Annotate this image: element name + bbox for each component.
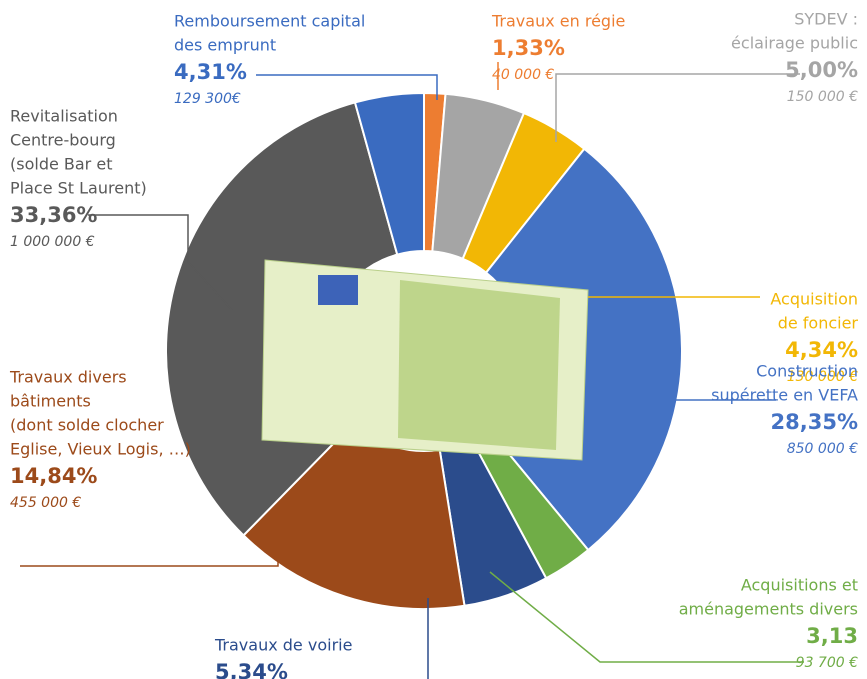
- category-label: supérette en VEFA: [711, 386, 858, 405]
- category-label: de foncier: [778, 314, 859, 333]
- value-label: 1,33%: [492, 36, 565, 60]
- banknote-art: [398, 280, 560, 450]
- category-label: Construction: [756, 362, 858, 381]
- category-label: Remboursement capital: [174, 12, 365, 31]
- value-label: 4,31%: [174, 60, 247, 84]
- amount-label: 455 000 €: [10, 495, 81, 511]
- category-label: Eglise, Vieux Logis, …): [10, 440, 191, 459]
- leader-line: [556, 74, 800, 142]
- category-label: Revitalisation: [10, 107, 118, 126]
- value-label: 5,00%: [785, 58, 858, 82]
- category-label: (solde Bar et: [10, 155, 112, 174]
- category-label: bâtiments: [10, 392, 91, 411]
- chart: Travaux en régie 1,33% 40 000 € SYDEV : écla…: [0, 0, 867, 679]
- category-label: SYDEV :: [794, 10, 858, 29]
- amount-label: 40 000 €: [492, 67, 554, 83]
- category-label: des emprunt: [174, 36, 276, 55]
- amount-label: 1 000 000 €: [10, 234, 95, 250]
- amount-label: 150 000 €: [787, 89, 858, 105]
- category-label: Acquisition: [770, 290, 858, 309]
- amount-label: 850 000 €: [787, 441, 858, 457]
- category-label: Travaux de voirie: [214, 636, 352, 655]
- category-label: Centre-bourg: [10, 131, 116, 150]
- category-label: Travaux divers: [9, 368, 127, 387]
- category-label: Travaux en régie: [491, 12, 625, 31]
- banknote-flag: [318, 275, 358, 305]
- banknote: [262, 260, 588, 460]
- value-label: 5,34%: [215, 660, 288, 679]
- category-label: aménagements divers: [679, 600, 858, 619]
- category-label: Place St Laurent): [10, 179, 147, 198]
- value-label: 3,13: [806, 624, 858, 648]
- category-label: éclairage public: [731, 34, 858, 53]
- category-label: Acquisitions et: [741, 576, 858, 595]
- category-label: (dont solde clocher: [10, 416, 164, 435]
- value-label: 4,34%: [785, 338, 858, 362]
- value-label: 28,35%: [771, 410, 858, 434]
- value-label: 14,84%: [10, 464, 97, 488]
- value-label: 33,36%: [10, 203, 97, 227]
- amount-label: 93 700 €: [796, 655, 858, 671]
- amount-label: 129 300€: [174, 91, 241, 107]
